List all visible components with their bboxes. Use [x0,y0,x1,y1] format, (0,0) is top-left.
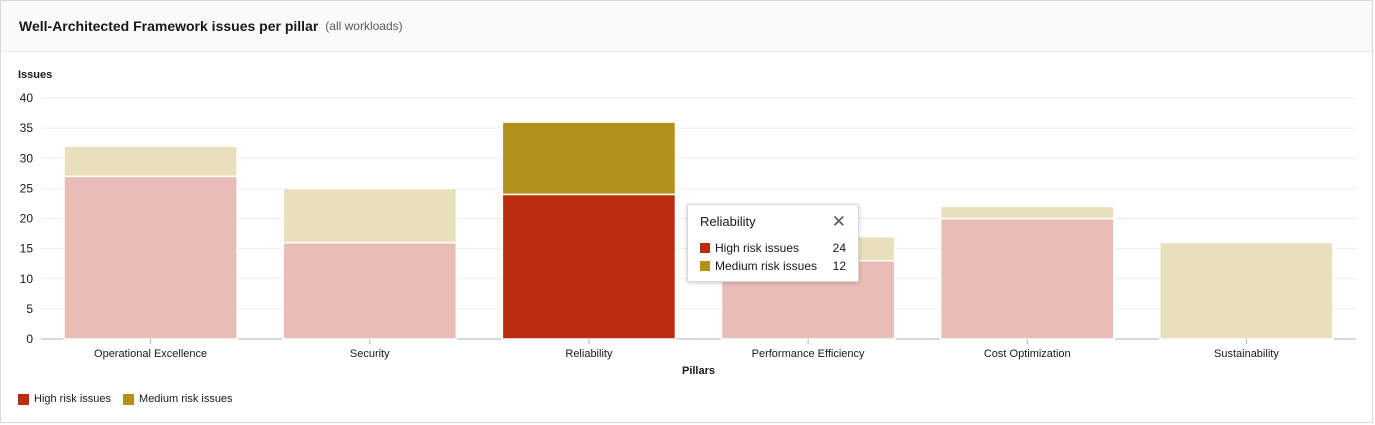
x-tick-label: Operational Excellence [94,348,207,360]
legend-label: Medium risk issues [139,393,233,405]
chart-title: Well-Architected Framework issues per pi… [19,18,319,34]
legend-item-high[interactable]: High risk issues [18,393,111,405]
bar-medium-reliability [501,121,677,196]
tooltip-value: 12 [832,259,846,273]
tooltip-title: Reliability [700,214,756,229]
high-risk-swatch [18,393,29,405]
card-header: Well-Architected Framework issues per pi… [1,1,1372,52]
y-tick-label: 15 [20,242,34,256]
bar-medium-cost-optimization [939,205,1115,220]
y-tick-label: 0 [26,332,33,346]
x-tick-label: Security [350,348,390,360]
y-tick-label: 25 [20,181,34,195]
bar-high-reliability [501,193,677,340]
x-tick-label: Cost Optimization [984,348,1071,360]
y-tick-label: 20 [20,212,34,226]
bar-medium-operational-excellence [63,145,238,178]
y-tick-label: 40 [20,91,34,105]
chart-legend: High risk issues Medium risk issues [18,393,245,405]
chart-tooltip: Reliability ✕ High risk issues 24 Medium… [687,204,859,282]
bar-medium-sustainability [1159,241,1334,340]
medium-risk-swatch [123,393,135,405]
y-tick-label: 30 [20,151,34,165]
bar-medium-security [282,187,458,244]
tooltip-label: High risk issues [715,241,800,255]
legend-label: High risk issues [34,393,112,405]
y-tick-label: 5 [26,302,33,316]
bar-high-operational-excellence [63,175,238,340]
y-tick-label: 35 [20,121,34,135]
tooltip-value: 24 [832,241,846,255]
bar-high-security [282,241,458,340]
y-tick-label: 10 [20,272,34,286]
x-tick-label: Sustainability [1214,348,1279,360]
tooltip-label: Medium risk issues [715,259,818,273]
medium-risk-swatch [700,261,710,271]
x-axis-title: Pillars [682,365,715,377]
close-icon[interactable]: ✕ [831,212,846,231]
x-tick-label: Reliability [565,348,613,360]
x-tick-label: Performance Efficiency [752,348,865,360]
tooltip-row-high: High risk issues 24 [700,239,846,257]
bar-high-cost-optimization [939,217,1115,340]
chart-subtitle: (all workloads) [325,19,403,33]
legend-item-medium[interactable]: Medium risk issues [123,393,233,405]
y-axis-title: Issues [18,69,52,81]
tooltip-row-medium: Medium risk issues 12 [700,257,846,275]
high-risk-swatch [700,243,710,253]
